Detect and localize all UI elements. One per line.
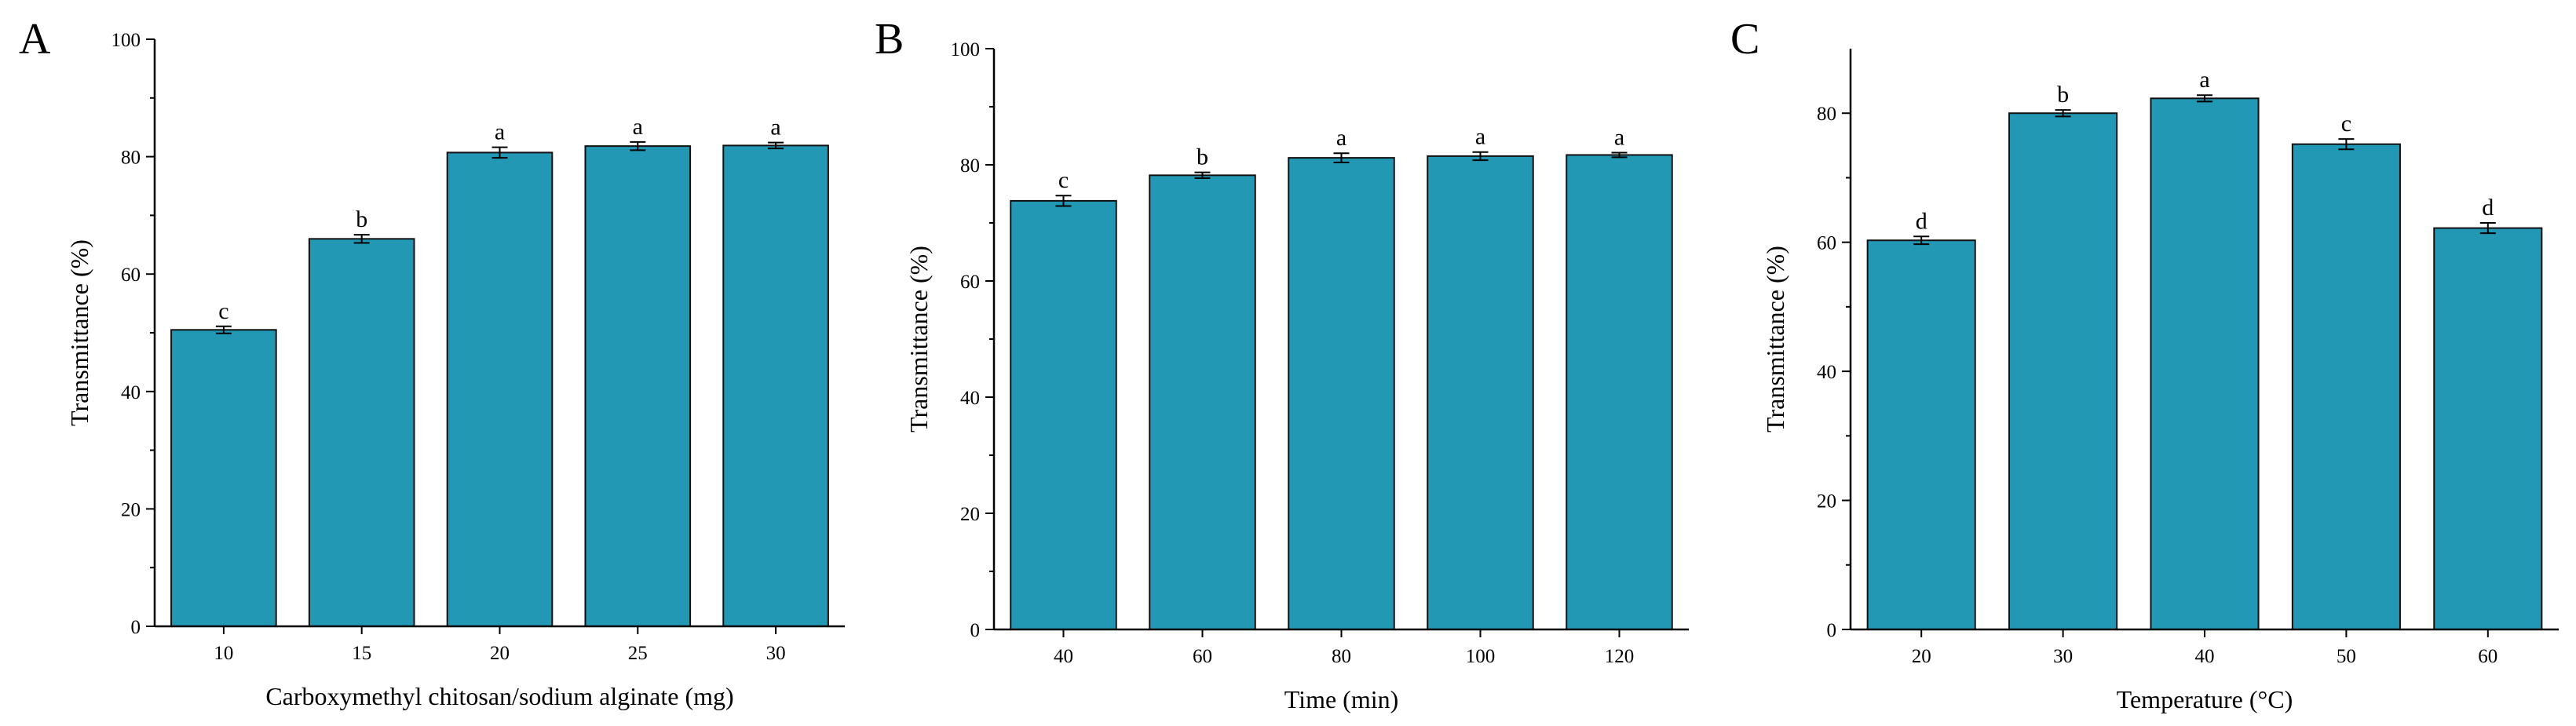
y-tick-label: 80 (960, 155, 980, 177)
x-axis-title: Temperature (°C) (2117, 685, 2293, 713)
bar-100 (1427, 155, 1534, 630)
bar-120 (1566, 154, 1673, 631)
x-tick-label: 60 (1193, 646, 1212, 667)
x-tick-label: 30 (766, 643, 786, 664)
significance-label: b (356, 206, 367, 232)
significance-label: d (2482, 195, 2494, 221)
error-bar-120 (1611, 151, 1628, 159)
chart-panel-b: Bc 40 b 60 a 80 a 100 a 120 0 20 40 60 80 100 Time (min)… (875, 15, 1689, 713)
y-tick-label: 100 (951, 39, 981, 60)
x-tick-label: 20 (490, 643, 510, 664)
bar-15 (308, 238, 415, 627)
panel-letter: C (1730, 15, 1759, 64)
y-tick-label: 40 (960, 388, 980, 409)
y-tick-label: 60 (121, 264, 141, 286)
x-axis-title: Time (min) (1284, 685, 1399, 713)
bar-80 (1288, 157, 1395, 630)
x-tick-label: 10 (214, 643, 233, 664)
x-tick-label: 60 (2478, 646, 2497, 667)
error-bar-60 (2479, 222, 2496, 235)
y-tick-label: 0 (1827, 620, 1837, 641)
y-tick-label: 60 (1817, 233, 1836, 254)
bar-60 (1149, 174, 1256, 630)
y-tick-label: 40 (1817, 362, 1836, 383)
error-bar-10 (215, 325, 232, 334)
chart-panel-a: Ac 10 b 15 a 20 a 25 a 30 0 20 40 60 80 100 Carboxymethy… (19, 15, 845, 710)
bar-30 (2008, 112, 2118, 630)
error-bar-60 (1194, 171, 1211, 180)
error-bar-15 (353, 234, 370, 244)
significance-label: a (1475, 124, 1485, 150)
x-tick-label: 20 (1912, 646, 1931, 667)
bar-20 (1866, 239, 1976, 630)
significance-label: a (495, 119, 505, 145)
x-tick-label: 80 (1332, 646, 1351, 667)
y-tick-label: 100 (111, 30, 141, 51)
bar-40 (1010, 199, 1117, 630)
error-bar-25 (630, 140, 646, 151)
chart-panel-c: Cd 20 b 30 a 40 c 50 d 60 0 20 40 60 80 Temperature (°C… (1730, 15, 2559, 713)
significance-label: c (218, 298, 228, 324)
significance-label: a (770, 115, 780, 140)
y-axis-title: Transmittance (%) (1761, 246, 1789, 432)
bar-10 (170, 329, 277, 627)
y-tick-label: 20 (960, 504, 980, 525)
bar-60 (2433, 227, 2543, 630)
bar-20 (446, 151, 554, 627)
panel-letter: B (875, 15, 904, 64)
y-tick-label: 0 (970, 620, 981, 641)
x-tick-label: 100 (1466, 646, 1496, 667)
bar-50 (2291, 143, 2401, 630)
x-tick-label: 40 (1054, 646, 1073, 667)
significance-label: c (1058, 167, 1069, 193)
error-bar-100 (1472, 151, 1489, 162)
y-tick-label: 20 (1817, 491, 1836, 513)
bar-40 (2150, 97, 2260, 631)
x-tick-label: 50 (2337, 646, 2356, 667)
x-tick-label: 25 (628, 643, 648, 664)
error-bar-20 (1913, 235, 1930, 246)
significance-label: a (2199, 67, 2209, 93)
panel-letter: A (19, 15, 51, 64)
significance-label: a (1614, 124, 1624, 150)
error-bar-30 (2055, 109, 2071, 118)
significance-label: b (1197, 144, 1208, 170)
significance-label: d (1916, 208, 1927, 234)
x-tick-label: 120 (1605, 646, 1635, 667)
y-axis-title: Transmittance (%) (65, 239, 93, 426)
error-bar-50 (2338, 138, 2355, 151)
error-bar-20 (491, 146, 508, 159)
error-bar-30 (768, 141, 784, 150)
y-axis-title: Transmittance (%) (904, 246, 933, 432)
x-tick-label: 15 (352, 643, 371, 664)
x-tick-label: 40 (2195, 646, 2215, 667)
y-tick-label: 0 (131, 617, 141, 638)
error-bar-80 (1333, 152, 1350, 164)
bar-25 (584, 145, 692, 628)
y-tick-label: 80 (1817, 104, 1836, 125)
significance-label: a (633, 114, 643, 140)
x-axis-title: Carboxymethyl chitosan/sodium alginate (… (265, 682, 733, 710)
y-tick-label: 20 (121, 499, 141, 520)
significance-label: b (2057, 82, 2069, 108)
significance-label: a (1336, 125, 1346, 151)
y-tick-label: 40 (121, 382, 141, 403)
error-bar-40 (1055, 195, 1072, 207)
significance-label: c (2341, 111, 2351, 137)
y-tick-label: 60 (960, 272, 980, 293)
bar-30 (722, 144, 829, 627)
y-tick-label: 80 (121, 148, 141, 169)
error-bar-40 (2197, 94, 2212, 103)
x-tick-label: 30 (2053, 646, 2073, 667)
